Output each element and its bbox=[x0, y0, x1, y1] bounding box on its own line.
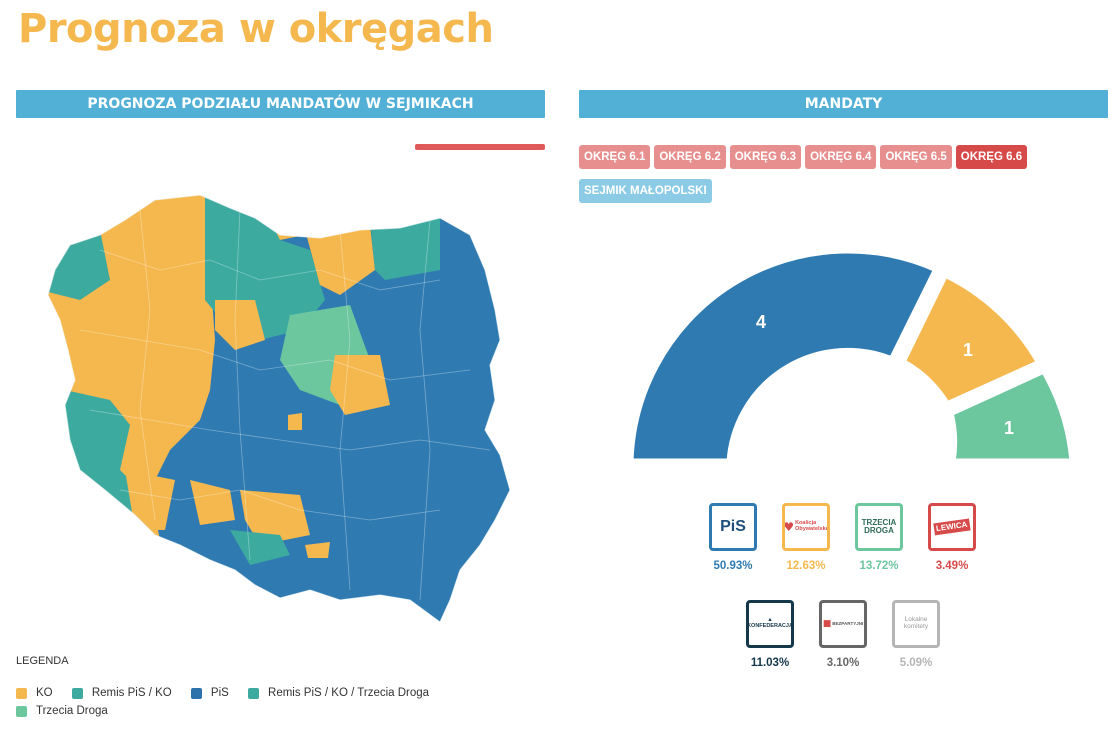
region-indicator-bar bbox=[415, 144, 545, 150]
map-region-ko-lodz[interactable] bbox=[288, 413, 302, 430]
legend-item-trzecia-droga: Trzecia Droga bbox=[16, 705, 108, 717]
seats-label-trzecia-droga: 1 bbox=[1004, 418, 1014, 438]
map-region-ko-wroclaw[interactable] bbox=[125, 470, 175, 530]
tab-okreg-6-5[interactable]: OKRĘG 6.5 bbox=[880, 145, 952, 169]
tab-okreg-6-4[interactable]: OKRĘG 6.4 bbox=[805, 145, 877, 169]
map-region-ko-opole[interactable] bbox=[190, 480, 235, 525]
lewica-logo: LEWICA bbox=[928, 503, 976, 551]
map-region-ko-northeast[interactable] bbox=[305, 225, 375, 295]
legend-title: LEGENDA bbox=[16, 655, 69, 667]
legend-swatch bbox=[71, 687, 83, 699]
seats-arc-pis[interactable] bbox=[626, 250, 941, 466]
tab-okreg-6-1[interactable]: OKRĘG 6.1 bbox=[579, 145, 651, 169]
party-trzecia-droga[interactable]: TRZECIA DROGA 13.72% bbox=[855, 503, 903, 572]
map-region-ko-krakow[interactable] bbox=[305, 542, 330, 558]
legend-label: Remis PiS / KO / Trzecia Droga bbox=[268, 687, 430, 699]
trzecia-droga-logo: TRZECIA DROGA bbox=[855, 503, 903, 551]
legend-swatch bbox=[190, 687, 202, 699]
legend-label: Trzecia Droga bbox=[36, 705, 108, 717]
lokalne-komitety-logo: Lokalne komitety bbox=[892, 600, 940, 648]
seats-section-header: MANDATY bbox=[579, 90, 1108, 118]
legend-label: Remis PiS / KO bbox=[91, 687, 172, 699]
tab-sejmik-malopolski[interactable]: SEJMIK MAŁOPOLSKI bbox=[579, 179, 712, 203]
party-percentage: 50.93% bbox=[713, 560, 753, 572]
tab-okreg-6-2[interactable]: OKRĘG 6.2 bbox=[654, 145, 726, 169]
seats-arc-ko[interactable] bbox=[898, 270, 1044, 409]
bezpartyjni-logo: ■ BEZPARTYJNI bbox=[819, 600, 867, 648]
legend-label: PiS bbox=[210, 687, 229, 699]
party-percentage: 13.72% bbox=[859, 560, 899, 572]
party-lewica[interactable]: LEWICA 3.49% bbox=[928, 503, 976, 572]
party-ko[interactable]: ♥ Koalicja Obywatelska 12.63% bbox=[782, 503, 830, 572]
party-percentage: 11.03% bbox=[750, 657, 790, 669]
party-bezpartyjni[interactable]: ■ BEZPARTYJNI 3.10% bbox=[819, 600, 867, 669]
tab-okreg-6-6[interactable]: OKRĘG 6.6 bbox=[955, 145, 1028, 169]
party-percentage: 3.10% bbox=[826, 657, 860, 669]
legend-item-remis-three: Remis PiS / KO / Trzecia Droga bbox=[248, 687, 429, 699]
seats-arc-trzecia-droga[interactable] bbox=[946, 366, 1077, 466]
map-region-ko-bydgoszcz[interactable] bbox=[215, 300, 265, 350]
party-results-row-2: ▲ KONFEDERACJA 11.03% ■ BEZPARTYJNI 3.10%… bbox=[746, 600, 965, 669]
map-region-ko-warsaw[interactable] bbox=[330, 355, 390, 415]
pis-logo: PiS bbox=[709, 503, 757, 551]
legend-label: KO bbox=[36, 687, 53, 699]
party-percentage: 12.63% bbox=[786, 560, 826, 572]
legend-item-ko: KO bbox=[16, 687, 53, 699]
legend-item-pis: PiS bbox=[190, 687, 229, 699]
seats-label-ko: 1 bbox=[963, 340, 973, 360]
seats-label-pis: 4 bbox=[756, 312, 766, 332]
legend-swatch bbox=[16, 705, 27, 717]
map-section-header: PROGNOZA PODZIAŁU MANDATÓW W SEJMIKACH bbox=[16, 90, 545, 118]
tab-okreg-6-3[interactable]: OKRĘG 6.3 bbox=[729, 145, 802, 169]
party-results-row-1: PiS 50.93% ♥ Koalicja Obywatelska 12.63%… bbox=[709, 503, 1001, 572]
seats-gauge: 4 1 1 bbox=[626, 250, 1077, 466]
ko-logo: ♥ Koalicja Obywatelska bbox=[782, 503, 830, 551]
page-title: Prognoza w okręgach bbox=[18, 6, 494, 52]
legend-item-remis-pis-ko: Remis PiS / KO bbox=[71, 687, 172, 699]
poland-map[interactable] bbox=[40, 190, 520, 630]
district-tabs: OKRĘG 6.1 OKRĘG 6.2 OKRĘG 6.3 OKRĘG 6.4 OKRĘ… bbox=[579, 145, 1099, 213]
legend: KO Remis PiS / KO PiS Remis PiS / KO / T… bbox=[16, 687, 476, 723]
party-pis[interactable]: PiS 50.93% bbox=[709, 503, 757, 572]
party-percentage: 3.49% bbox=[935, 560, 969, 572]
map-region-remis-south[interactable] bbox=[230, 530, 290, 565]
party-lokalne-komitety[interactable]: Lokalne komitety 5.09% bbox=[892, 600, 940, 669]
legend-swatch bbox=[248, 687, 260, 699]
party-konfederacja[interactable]: ▲ KONFEDERACJA 11.03% bbox=[746, 600, 794, 669]
party-percentage: 5.09% bbox=[899, 657, 933, 669]
map-region-ko-silesia[interactable] bbox=[240, 490, 310, 545]
legend-swatch bbox=[16, 687, 27, 699]
konfederacja-logo: ▲ KONFEDERACJA bbox=[746, 600, 794, 648]
